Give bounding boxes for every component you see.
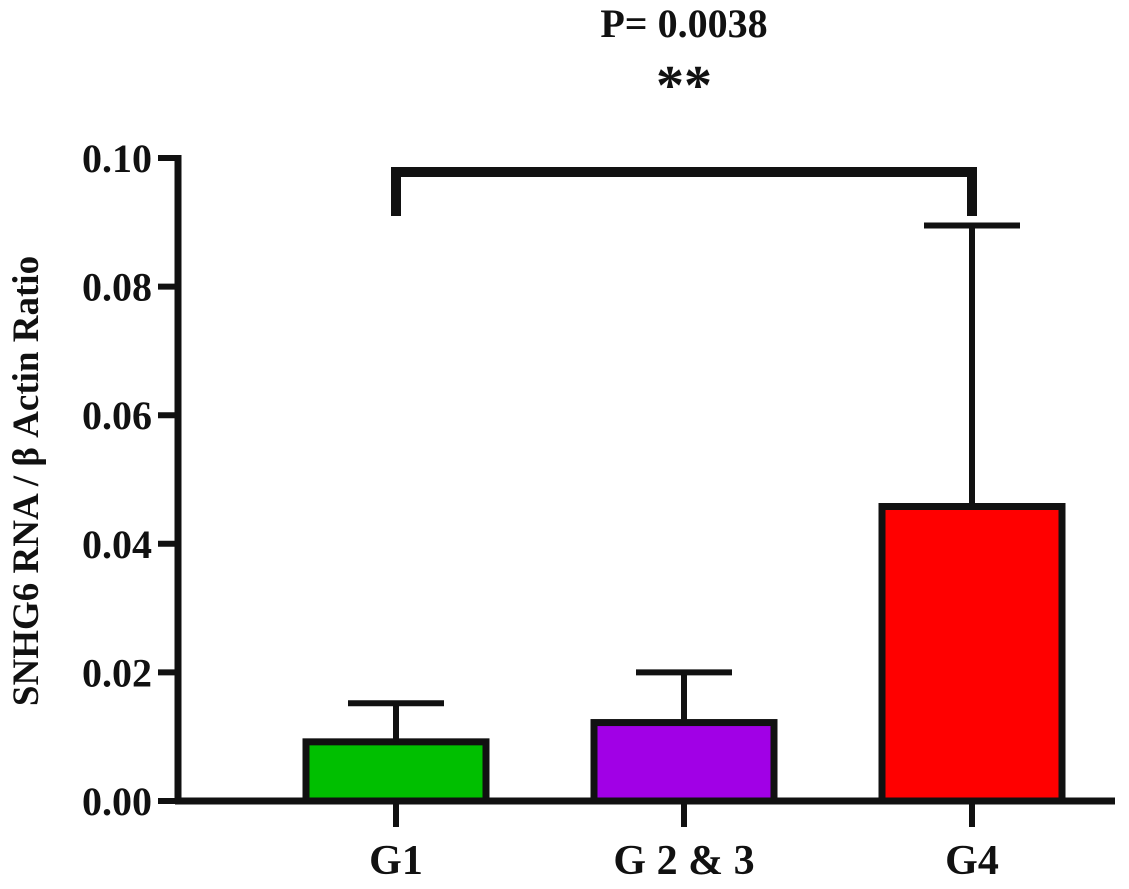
bar <box>590 719 778 805</box>
axes-group <box>174 155 1115 805</box>
y-ticks-group: 0.00 0.02 0.04 0.06 0.08 0.10 <box>82 136 178 824</box>
significance-bracket-group <box>391 167 977 216</box>
significance-bracket <box>391 167 977 216</box>
y-tick-label: 0.10 <box>82 136 152 181</box>
x-tick-label: G 2 & 3 <box>613 838 754 884</box>
x-ticks-group: G1 G 2 & 3 G4 <box>369 801 999 884</box>
x-tick-label: G1 <box>369 838 423 884</box>
y-tick-label: 0.00 <box>82 779 152 824</box>
y-tick-label: 0.08 <box>82 265 152 310</box>
significance-annotation: P= 0.0038 ** <box>600 1 767 117</box>
y-tick-label: 0.04 <box>82 522 152 567</box>
bar <box>878 503 1066 805</box>
bar <box>302 738 490 805</box>
y-tick-label: 0.06 <box>82 393 152 438</box>
y-tick-label: 0.02 <box>82 650 152 695</box>
significance-stars: ** <box>656 55 712 117</box>
y-axis-label: SNHG6 RNA / β Actin Ratio <box>6 256 47 706</box>
error-bars-group <box>348 222 1020 742</box>
p-value-label: P= 0.0038 <box>600 1 767 46</box>
x-tick-label: G4 <box>945 838 999 884</box>
y-axis-label-group: SNHG6 RNA / β Actin Ratio <box>6 256 47 706</box>
bars-group <box>302 503 1066 805</box>
